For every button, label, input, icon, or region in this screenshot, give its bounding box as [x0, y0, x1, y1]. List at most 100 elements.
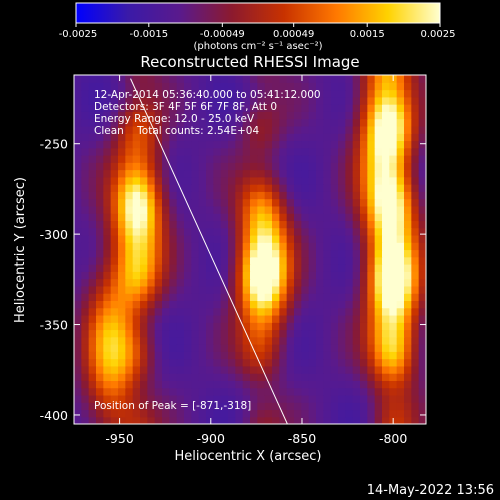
heatmap-cell [301, 402, 310, 411]
heatmap-cell [242, 169, 251, 178]
heatmap-cell [198, 118, 207, 127]
heatmap-cell [184, 264, 192, 272]
heatmap-cell [272, 220, 280, 229]
heatmap-cell [198, 227, 207, 236]
heatmap-cell [272, 89, 280, 98]
heatmap-cell [140, 256, 148, 265]
heatmap-cell [235, 329, 244, 338]
heatmap-cell [198, 89, 207, 98]
heatmap-cell [220, 169, 229, 178]
heatmap-cell [257, 198, 266, 207]
heatmap-cell [404, 293, 412, 301]
heatmap-cell [220, 307, 229, 316]
heatmap-cell [235, 191, 244, 200]
heatmap-cell [286, 285, 295, 294]
heatmap-cell [250, 314, 258, 323]
heatmap-cell [301, 140, 310, 149]
heatmap-cell [118, 75, 126, 83]
heatmap-cell [242, 118, 251, 127]
heatmap-cell [338, 147, 346, 156]
heatmap-cell [257, 220, 266, 229]
x-tick-label: -850 [288, 431, 316, 446]
heatmap-cell [242, 205, 251, 214]
heatmap-cell [118, 82, 126, 91]
heatmap-cell [330, 322, 339, 331]
heatmap-cell [176, 96, 185, 105]
heatmap-cell [330, 198, 339, 207]
heatmap-cell [118, 154, 126, 163]
heatmap-cell [96, 249, 104, 258]
heatmap-cell [228, 89, 236, 98]
heatmap-cell [396, 140, 405, 149]
heatmap-cell [81, 271, 90, 280]
heatmap-cell [338, 278, 346, 287]
heatmap-cell [264, 387, 273, 396]
heatmap-cell [125, 256, 134, 265]
heatmap-cell [88, 402, 97, 411]
heatmap-cell [184, 373, 192, 381]
heatmap-cell [250, 271, 258, 280]
heatmap-cell [294, 227, 302, 236]
heatmap-cell [404, 147, 412, 156]
heatmap-cell [176, 75, 185, 83]
heatmap-cell [162, 249, 170, 258]
heatmap-cell [264, 111, 273, 120]
heatmap-cell [301, 176, 310, 185]
heatmap-cell [118, 169, 126, 178]
heatmap-cell [118, 264, 126, 272]
heatmap-cell [206, 307, 214, 316]
heatmap-cell [367, 351, 376, 360]
heatmap-cell [242, 409, 251, 418]
heatmap-cell [220, 256, 229, 265]
heatmap-cell [88, 89, 97, 98]
heatmap-cell [367, 213, 376, 222]
heatmap-cell [125, 307, 134, 316]
heatmap-cell [308, 264, 317, 272]
heatmap-cell [257, 256, 266, 265]
heatmap-cell [374, 154, 383, 163]
heatmap-cell [301, 271, 310, 280]
heatmap-cell [74, 133, 82, 142]
heatmap-cell [242, 96, 251, 105]
heatmap-cell [279, 154, 288, 163]
heatmap-cell [301, 118, 310, 127]
heatmap-cell [169, 111, 178, 120]
heatmap-cell [220, 213, 229, 222]
heatmap-cell [272, 162, 280, 171]
heatmap-cell [404, 387, 412, 396]
heatmap-cell [279, 205, 288, 214]
heatmap-cell [242, 125, 251, 134]
heatmap-cell [198, 234, 207, 243]
heatmap-cell [389, 133, 398, 142]
heatmap-cell [103, 96, 112, 105]
heatmap-cell [389, 256, 398, 265]
heatmap-cell [301, 387, 310, 396]
heatmap-cell [323, 140, 332, 149]
heatmap-cell [242, 104, 251, 112]
heatmap-cell [396, 162, 405, 171]
heatmap-cell [191, 140, 200, 149]
heatmap-cell [323, 380, 332, 389]
heatmap-cell [330, 140, 339, 149]
heatmap-cell [96, 104, 104, 112]
heatmap-cell [257, 300, 266, 309]
annotation-peak-position: Position of Peak = [-871,-318] [94, 400, 251, 412]
heatmap-cell [162, 96, 170, 105]
heatmap-cell [88, 169, 97, 178]
heatmap-cell [220, 220, 229, 229]
heatmap-cell [206, 358, 214, 367]
heatmap-cell [88, 125, 97, 134]
heatmap-cell [184, 358, 192, 367]
heatmap-cell [367, 242, 376, 251]
heatmap-cell [118, 271, 126, 280]
heatmap-cell [279, 249, 288, 258]
heatmap-cell [176, 409, 185, 418]
heatmap-cell [81, 344, 90, 352]
heatmap-cell [88, 351, 97, 360]
heatmap-cell [132, 111, 141, 120]
heatmap-cell [286, 300, 295, 309]
heatmap-cell [389, 402, 398, 411]
heatmap-cell [367, 394, 376, 403]
heatmap-cell [154, 242, 163, 251]
heatmap-cell [184, 336, 192, 345]
